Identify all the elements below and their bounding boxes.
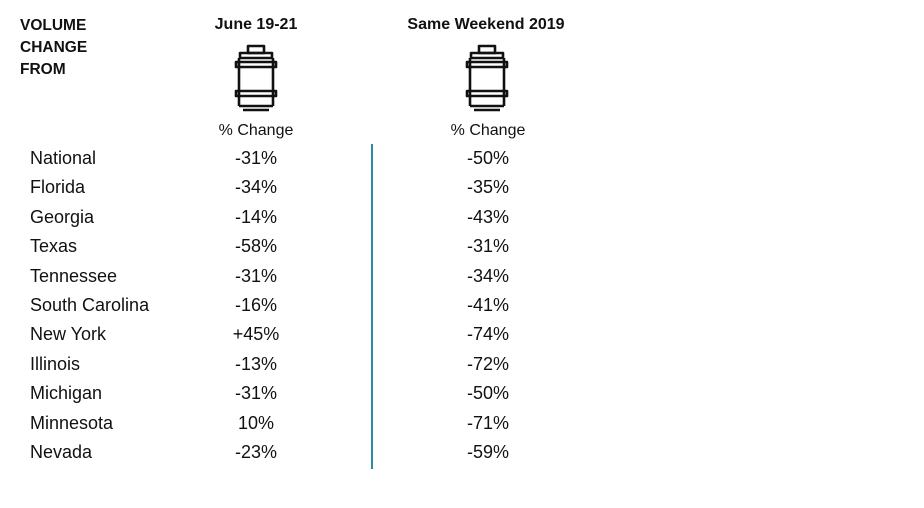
table-row: Minnesota 10% -71% — [0, 409, 924, 438]
value-june: -23% — [234, 441, 278, 462]
state-label: Minnesota — [30, 412, 114, 433]
column-subheader-2019: % Change — [450, 122, 526, 139]
column-divider — [371, 144, 373, 469]
table-row: New York +45% -74% — [0, 320, 924, 349]
column-header-2019: Same Weekend 2019 — [407, 16, 565, 33]
value-june: 10% — [237, 412, 275, 433]
state-label: South Carolina — [30, 294, 150, 315]
value-2019: -50% — [466, 383, 510, 404]
table-row: Nevada -23% -59% — [0, 438, 924, 467]
table-row: Georgia -14% -43% — [0, 203, 924, 232]
value-2019: -35% — [466, 177, 510, 198]
value-2019: -34% — [466, 265, 510, 286]
state-label: Nevada — [30, 441, 93, 462]
state-label: Florida — [30, 177, 86, 198]
value-june: -31% — [234, 383, 278, 404]
keg-icon — [234, 44, 278, 112]
value-june: -14% — [234, 206, 278, 227]
value-june: +45% — [232, 324, 280, 345]
state-label: Michigan — [30, 383, 103, 404]
data-table: National -31% -50% Florida -34% -35% Georgia -1… — [0, 144, 924, 467]
corner-label: VOLUME CHANGE FROM — [20, 15, 160, 81]
corner-label-line: CHANGE — [20, 39, 88, 56]
value-june: -58% — [234, 236, 278, 257]
table-row: Texas -58% -31% — [0, 232, 924, 261]
state-label: National — [30, 148, 97, 168]
keg-icon — [465, 44, 509, 112]
value-2019: -72% — [466, 353, 510, 374]
state-label: Texas — [30, 236, 78, 257]
value-june: -31% — [234, 148, 278, 168]
corner-label-line: VOLUME — [20, 17, 87, 34]
value-2019: -71% — [466, 412, 510, 433]
value-2019: -43% — [466, 206, 510, 227]
table-row: Michigan -31% -50% — [0, 379, 924, 408]
column-header-june: June 19-21 — [214, 16, 298, 33]
table-row: Illinois -13% -72% — [0, 350, 924, 379]
value-june: -31% — [234, 265, 278, 286]
column-subheader-june: % Change — [218, 122, 294, 139]
value-2019: -31% — [466, 236, 510, 257]
state-label: New York — [30, 324, 107, 345]
table-row: National -31% -50% — [0, 144, 924, 173]
value-2019: -74% — [466, 324, 510, 345]
corner-label-line: FROM — [20, 61, 66, 78]
state-label: Georgia — [30, 206, 95, 227]
table-row: South Carolina -16% -41% — [0, 291, 924, 320]
value-2019: -50% — [466, 148, 510, 168]
table-row: Tennessee -31% -34% — [0, 262, 924, 291]
value-june: -34% — [234, 177, 278, 198]
value-2019: -59% — [466, 441, 510, 462]
table-row: Florida -34% -35% — [0, 173, 924, 202]
state-label: Illinois — [30, 353, 81, 374]
state-label: Tennessee — [30, 265, 118, 286]
value-june: -16% — [234, 294, 278, 315]
value-june: -13% — [234, 353, 278, 374]
value-2019: -41% — [466, 294, 510, 315]
